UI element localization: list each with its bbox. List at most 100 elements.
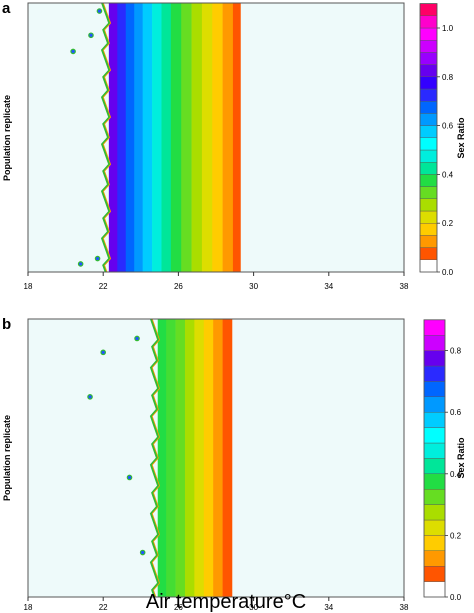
panel-a-colorbar-label: Sex Ratio xyxy=(456,117,466,159)
heatmap-band xyxy=(181,3,192,272)
panel-b-colorbar: 0.0 0.2 0.4 0.6 0.8 xyxy=(423,319,462,602)
outlier-point xyxy=(96,8,103,14)
colorbar-cell xyxy=(419,174,438,187)
colorbar-cell xyxy=(423,458,446,474)
outlier-point xyxy=(134,335,140,342)
plot-frame xyxy=(27,2,405,273)
panel-b-letter: b xyxy=(2,316,11,333)
colorbar-cell xyxy=(419,40,438,53)
heatmap-band xyxy=(212,3,223,272)
colorbar-cell xyxy=(423,396,446,413)
colorbar-cell xyxy=(419,113,438,126)
colorbar-tick-label: 0.4 xyxy=(442,170,454,179)
outlier-point xyxy=(100,349,107,356)
x-tick-label: 38 xyxy=(400,603,409,612)
colorbar-tick-label: 0.6 xyxy=(450,408,462,417)
heatmap-band xyxy=(134,3,143,272)
colorbar-cell xyxy=(419,15,438,29)
colorbar-frame xyxy=(423,319,446,598)
panel-b-ylabel: Population replicate xyxy=(2,415,12,501)
panel-a-x-axis: 18 22 26 30 34 38 xyxy=(24,272,409,291)
heatmap-band xyxy=(161,3,172,272)
colorbar-cell xyxy=(423,473,446,490)
colorbar-cell xyxy=(419,198,438,212)
x-tick-label: 18 xyxy=(24,282,33,291)
heatmap-band xyxy=(142,3,153,272)
x-tick-label: 26 xyxy=(174,603,183,612)
colorbar-cell xyxy=(419,3,438,16)
boundary-contour xyxy=(149,318,160,598)
heatmap-band xyxy=(157,319,167,597)
colorbar-cell xyxy=(423,335,446,351)
heatmap-band xyxy=(222,3,234,272)
x-axis-title: Air temperature°C xyxy=(146,591,306,613)
panel-a: a Population replicate 18 22 26 30 34 38 0.00… xyxy=(2,0,466,291)
colorbar-cell xyxy=(419,125,438,138)
outlier-point xyxy=(77,261,84,267)
outlier-point xyxy=(139,549,146,556)
x-tick-label: 22 xyxy=(99,603,108,612)
colorbar-cell xyxy=(419,100,438,114)
colorbar-cell xyxy=(423,489,446,505)
colorbar-cell xyxy=(419,88,438,102)
colorbar-cell xyxy=(419,186,438,200)
colorbar-cell xyxy=(423,550,446,567)
heatmap-band xyxy=(108,3,118,272)
heatmap-band xyxy=(213,319,223,597)
colorbar-cell xyxy=(419,137,438,151)
x-tick-label: 26 xyxy=(174,282,183,291)
colorbar-frame xyxy=(419,3,438,273)
colorbar-cell xyxy=(423,381,446,397)
colorbar-cell xyxy=(423,519,446,536)
heatmap-band xyxy=(232,3,241,272)
colorbar-cell xyxy=(419,64,438,77)
colorbar-cell xyxy=(419,235,438,248)
heatmap-band xyxy=(152,3,162,272)
colorbar-cell xyxy=(419,52,438,65)
colorbar-tick-label: 0.8 xyxy=(450,347,462,356)
colorbar-cell xyxy=(423,412,446,428)
heatmap-band xyxy=(222,319,233,597)
x-tick-label: 34 xyxy=(324,603,333,612)
colorbar-cell xyxy=(419,27,438,41)
panel-b: b Population replicate 18 22 26 30 34 38 0.0 0… xyxy=(2,316,466,613)
heatmap-band xyxy=(184,319,195,597)
panel-a-colorbar: 0.0 0.2 0.4 0.6 0.8 1.0 xyxy=(419,3,454,277)
colorbar-cell xyxy=(423,319,446,336)
x-tick-label: 38 xyxy=(400,282,409,291)
colorbar-cell xyxy=(423,350,446,367)
colorbar-tick-label: 0.2 xyxy=(450,531,462,540)
colorbar-cell xyxy=(419,259,438,273)
x-tick-label: 18 xyxy=(24,603,33,612)
heatmap-band xyxy=(175,319,186,597)
heatmap-band xyxy=(201,3,213,272)
outlier-point xyxy=(87,394,93,400)
x-tick-label: 30 xyxy=(249,603,258,612)
x-tick-label: 22 xyxy=(99,282,108,291)
colorbar-cell xyxy=(423,566,446,582)
colorbar-cell xyxy=(423,442,446,459)
colorbar-cell xyxy=(419,210,438,224)
colorbar-cell xyxy=(419,247,438,261)
colorbar-tick-label: 0.8 xyxy=(442,73,454,82)
colorbar-cell xyxy=(419,222,438,236)
heatmap-band xyxy=(203,319,214,597)
colorbar-tick-label: 0.2 xyxy=(442,219,454,228)
colorbar-cell xyxy=(419,149,438,163)
colorbar-tick-label: 0.0 xyxy=(450,593,462,602)
boundary-contour xyxy=(100,2,111,273)
outlier-point xyxy=(94,255,101,262)
boundary-contour-inner xyxy=(102,2,112,273)
colorbar-cell xyxy=(423,427,446,444)
boundary-contour-inner xyxy=(151,318,160,598)
outlier-point xyxy=(70,48,76,55)
colorbar-cell xyxy=(419,161,438,175)
x-tick-label: 34 xyxy=(324,282,333,291)
heatmap-band xyxy=(194,319,205,597)
panel-b-colorbar-label: Sex Ratio xyxy=(456,437,466,479)
heatmap-band xyxy=(170,3,182,272)
panel-b-plot-area xyxy=(27,318,405,598)
panel-a-ylabel: Population replicate xyxy=(2,95,12,181)
heatmap-band xyxy=(191,3,203,272)
